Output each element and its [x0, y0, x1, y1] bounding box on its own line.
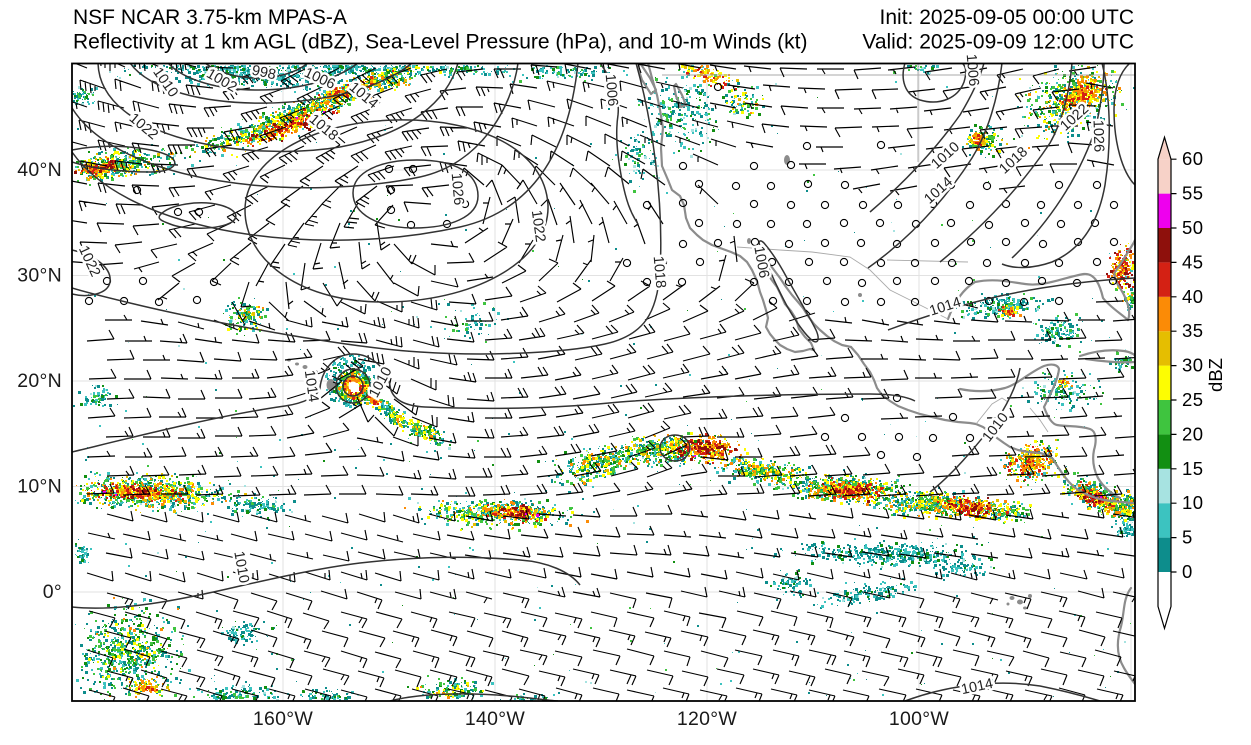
- svg-text:140°W: 140°W: [465, 708, 526, 730]
- svg-text:1018: 1018: [650, 255, 669, 289]
- svg-text:1006: 1006: [602, 73, 621, 107]
- svg-text:5: 5: [1182, 527, 1193, 548]
- svg-text:Valid: 2025-09-09 12:00 UTC: Valid: 2025-09-09 12:00 UTC: [862, 31, 1134, 54]
- svg-text:0: 0: [1182, 561, 1193, 582]
- svg-text:60: 60: [1182, 148, 1203, 169]
- svg-text:15: 15: [1182, 458, 1203, 479]
- svg-text:0°: 0°: [43, 581, 62, 603]
- svg-text:50: 50: [1182, 217, 1203, 238]
- svg-text:40: 40: [1182, 286, 1203, 307]
- svg-text:NSF NCAR 3.75-km MPAS-A: NSF NCAR 3.75-km MPAS-A: [73, 6, 347, 29]
- svg-text:45: 45: [1182, 251, 1203, 272]
- svg-text:30°N: 30°N: [17, 265, 62, 287]
- svg-text:120°W: 120°W: [677, 708, 738, 730]
- svg-text:55: 55: [1182, 183, 1203, 204]
- svg-text:1006: 1006: [963, 53, 982, 87]
- svg-text:dBZ: dBZ: [1205, 358, 1226, 392]
- svg-text:20: 20: [1182, 423, 1203, 444]
- svg-text:25: 25: [1182, 389, 1203, 410]
- svg-text:10: 10: [1182, 492, 1203, 513]
- svg-text:10°N: 10°N: [17, 476, 62, 498]
- svg-text:100°W: 100°W: [889, 708, 950, 730]
- svg-text:30: 30: [1182, 355, 1203, 376]
- svg-text:160°W: 160°W: [253, 708, 314, 730]
- svg-text:Init: 2025-09-05 00:00 UTC: Init: 2025-09-05 00:00 UTC: [880, 6, 1134, 29]
- svg-text:35: 35: [1182, 320, 1203, 341]
- svg-text:40°N: 40°N: [17, 159, 62, 181]
- svg-text:Reflectivity at 1 km AGL (dBZ): Reflectivity at 1 km AGL (dBZ), Sea-Leve…: [73, 31, 807, 54]
- svg-text:1026: 1026: [1089, 120, 1106, 153]
- svg-text:1026: 1026: [448, 172, 467, 206]
- svg-text:20°N: 20°N: [17, 370, 62, 392]
